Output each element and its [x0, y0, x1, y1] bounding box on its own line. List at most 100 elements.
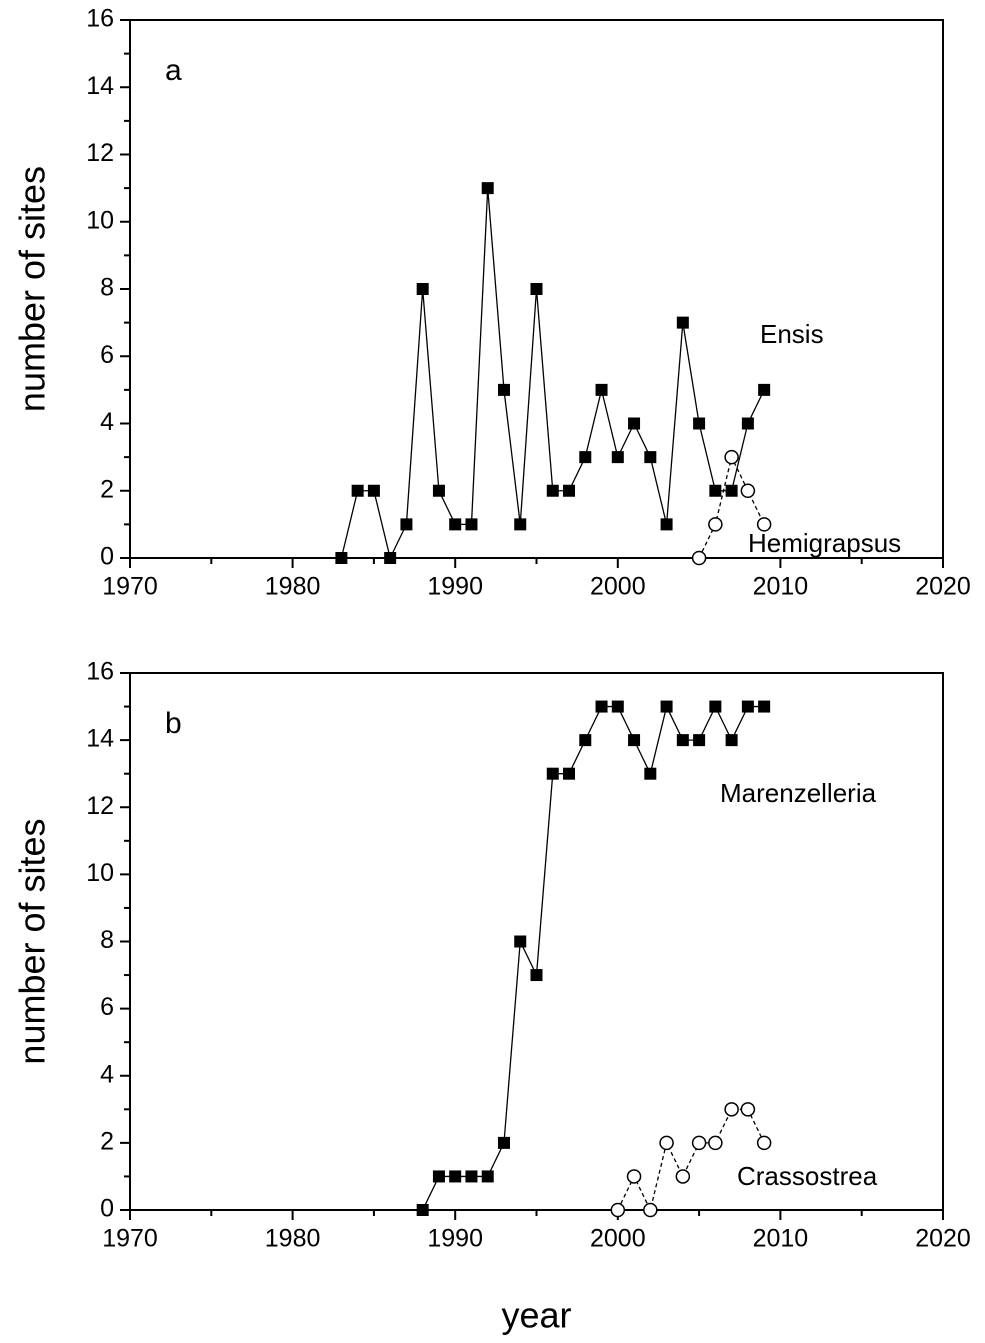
square-marker [384, 552, 397, 564]
circle-marker [659, 1135, 674, 1151]
circle-marker [756, 517, 772, 532]
square-marker [546, 484, 559, 497]
square-marker [628, 417, 641, 430]
square-marker [741, 417, 754, 430]
square-marker [335, 552, 348, 564]
plot-frame [129, 672, 944, 1211]
square-marker [628, 734, 641, 747]
circle-marker [724, 1102, 739, 1117]
y-tick-label: 2 [100, 1127, 114, 1155]
x-tick-label: 1990 [427, 573, 483, 601]
circle-marker [610, 1202, 626, 1218]
square-marker [514, 518, 527, 531]
panel-label: a [165, 54, 182, 87]
y-axis-label: number of sites [12, 818, 53, 1064]
square-marker [546, 767, 559, 780]
y-tick-label: 4 [100, 1060, 114, 1088]
square-marker [481, 1170, 494, 1183]
circle-marker [643, 1202, 658, 1218]
square-marker [660, 700, 673, 713]
circle-marker [691, 1135, 707, 1151]
series-label: Marenzelleria [720, 778, 877, 808]
square-marker [611, 700, 624, 713]
square-marker [693, 417, 706, 430]
square-marker [595, 383, 608, 396]
square-marker [432, 484, 445, 497]
y-tick-label: 8 [100, 926, 114, 954]
x-tick-label: 1980 [265, 1225, 321, 1253]
square-marker [725, 484, 738, 497]
y-tick-label: 14 [86, 725, 114, 753]
y-tick-label: 10 [86, 206, 114, 234]
y-tick-label: 6 [100, 341, 114, 369]
square-marker [725, 734, 738, 747]
x-tick-label: 1970 [102, 1225, 158, 1253]
circle-marker [691, 550, 707, 566]
square-marker [481, 182, 494, 195]
circle-marker [756, 1135, 772, 1151]
square-marker [465, 518, 478, 531]
square-marker [693, 734, 706, 747]
square-marker [530, 969, 543, 982]
square-marker [644, 767, 657, 780]
square-marker [432, 1170, 445, 1183]
square-marker [758, 700, 771, 713]
square-marker [416, 1204, 429, 1216]
square-marker [400, 518, 413, 531]
circle-marker [626, 1169, 642, 1184]
square-marker [579, 734, 592, 747]
y-tick-label: 0 [100, 1195, 114, 1223]
y-tick-label: 10 [86, 859, 114, 887]
circle-marker [740, 483, 756, 498]
x-tick-label: 2010 [753, 1225, 809, 1253]
square-marker [563, 484, 576, 497]
y-tick-label: 12 [86, 139, 114, 167]
series-line [617, 1108, 765, 1212]
x-tick-label: 2020 [915, 573, 971, 601]
x-tick-label: 2000 [590, 1225, 646, 1253]
square-marker [611, 451, 624, 464]
y-tick-label: 16 [86, 5, 114, 33]
x-axis-label: year [501, 1295, 571, 1336]
circle-marker [724, 449, 739, 465]
y-tick-label: 14 [86, 72, 114, 100]
x-tick-label: 1980 [265, 573, 321, 601]
square-marker [709, 700, 722, 713]
y-tick-label: 16 [86, 658, 114, 686]
series-line [422, 704, 765, 1211]
square-marker [676, 734, 689, 747]
circle-marker [708, 1135, 723, 1151]
square-marker [644, 451, 657, 464]
square-marker [530, 283, 543, 295]
y-tick-label: 4 [100, 408, 114, 436]
square-marker [595, 700, 608, 713]
panel-label: b [165, 707, 182, 740]
x-tick-label: 1990 [427, 1225, 483, 1253]
y-tick-label: 6 [100, 993, 114, 1021]
square-marker [351, 484, 364, 497]
square-marker [563, 767, 576, 780]
square-marker [709, 484, 722, 497]
square-marker [676, 316, 689, 329]
series-label: Hemigrapsus [748, 528, 901, 558]
x-tick-label: 2020 [915, 1225, 971, 1253]
series-label: Ensis [760, 319, 824, 349]
circle-marker [675, 1169, 691, 1184]
series-line [340, 188, 765, 560]
y-tick-label: 12 [86, 792, 114, 820]
square-marker [497, 1136, 510, 1149]
square-marker [449, 518, 462, 531]
y-axis-label: number of sites [12, 166, 53, 412]
circle-marker [740, 1102, 756, 1117]
series-label: Crassostrea [737, 1161, 878, 1191]
y-tick-label: 2 [100, 475, 114, 503]
circle-marker [708, 517, 723, 532]
square-marker [514, 935, 527, 948]
square-marker [465, 1170, 478, 1183]
y-tick-label: 8 [100, 274, 114, 302]
x-tick-label: 1970 [102, 573, 158, 601]
y-tick-label: 0 [100, 543, 114, 571]
square-marker [367, 484, 380, 497]
square-marker [497, 383, 510, 396]
